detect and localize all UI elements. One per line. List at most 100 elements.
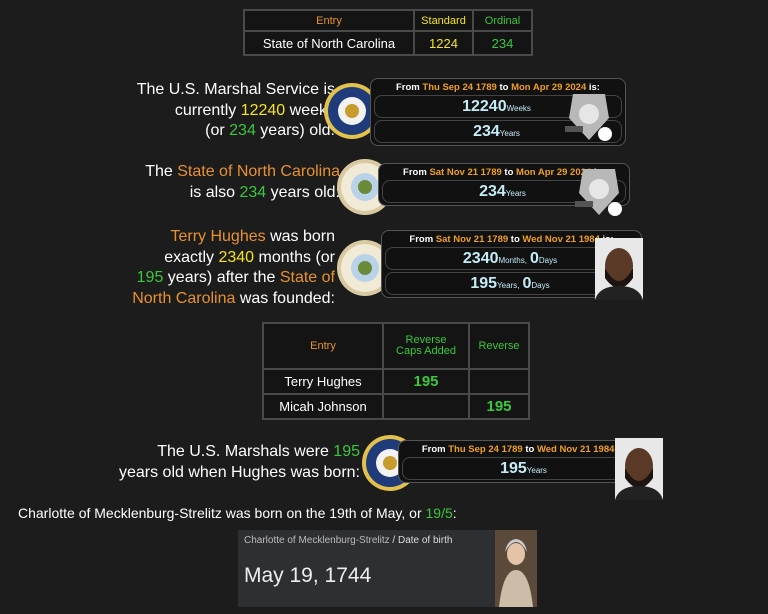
text-run: 0 [522, 275, 532, 292]
text-run: was born [265, 228, 335, 245]
header-row: Entry Reverse Caps Added Reverse [264, 324, 528, 368]
statement: The State of North Carolina is also 234 y… [145, 162, 340, 203]
text-run: was founded: [235, 289, 335, 307]
text-run: 195 [136, 269, 164, 286]
result-header: From Thu Sep 24 1789 to Mon Apr 29 2024 … [371, 79, 625, 95]
text-run: Years [526, 466, 547, 475]
statement-line: The U.S. Marshals were 195 [119, 442, 360, 463]
result-box: From Thu Sep 24 1789 to Mon Apr 29 2024 … [370, 78, 626, 146]
info-card: Charlotte of Mecklenburg-Strelitz / Date… [238, 530, 537, 607]
text-run: Months, [498, 256, 527, 265]
statement-line: The State of North Carolina [145, 162, 340, 183]
text-run: The [145, 163, 178, 180]
text-run: to [522, 444, 537, 455]
text-run: State of [279, 269, 335, 286]
statement-line: (or 234 years) old: [137, 121, 335, 142]
text-run: Mon Apr 29 2024 [516, 167, 592, 178]
text-run: 0 [529, 250, 539, 267]
seal [337, 240, 393, 296]
result-row: 195Years, 0Days [385, 272, 638, 295]
text-run: is: [586, 82, 600, 93]
result-row: 195Years [402, 457, 648, 480]
result-header: From Thu Sep 24 1789 to Wed Nov 21 1984 … [399, 441, 651, 457]
text-run: 19/5 [425, 505, 453, 521]
text-run: Years [505, 189, 526, 198]
card-property: Date of birth [397, 535, 453, 546]
text-run: 2340 [462, 250, 499, 267]
table-cell: 195 [470, 395, 528, 418]
statement: The U.S. Marshals were 195 years old when… [119, 442, 360, 483]
result-box: From Thu Sep 24 1789 to Wed Nov 21 1984 … [398, 440, 652, 483]
statement-line: North Carolina was founded: [132, 289, 335, 310]
badge-icon [565, 94, 612, 141]
portrait [495, 530, 537, 607]
statement-line: Terry Hughes was born [132, 227, 335, 248]
text-run: 234 [239, 183, 267, 201]
statement: Terry Hughes was born exactly 2340 months… [132, 227, 335, 309]
result-row: 12240Weeks [374, 95, 622, 118]
table-cell: Terry Hughes [264, 370, 382, 393]
statement-line: exactly 2340 months (or [132, 248, 335, 269]
text-run: From [409, 234, 436, 245]
header-cell: Reverse Caps Added [384, 324, 468, 368]
statement-line: The U.S. Marshal Service is [137, 80, 335, 101]
badge-icon [575, 169, 622, 216]
header-cell: Entry [245, 11, 413, 30]
text-run: 12240 [240, 101, 286, 119]
text-run: From [403, 167, 430, 178]
result-row: 234Years [382, 180, 626, 203]
table-row: Terry Hughes 195 [264, 370, 528, 393]
statement: The U.S. Marshal Service is currently 122… [137, 80, 335, 142]
text-run: currently [174, 101, 241, 119]
text-run: months (or [254, 248, 335, 266]
table-cell: 195 [384, 370, 468, 393]
header-cell: Reverse [470, 324, 528, 368]
text-run: From [396, 82, 423, 93]
text-run: : [452, 505, 457, 521]
text-run: 234 [479, 183, 506, 200]
text-run: is also [189, 183, 240, 201]
summary-table: Entry Standard Ordinal State of North Carol… [243, 9, 533, 56]
table-cell: Micah Johnson [264, 395, 382, 418]
header-cell: Ordinal [474, 11, 531, 30]
text-run: Sat Nov 21 1789 [429, 167, 502, 178]
photo [595, 238, 643, 300]
text-run: Years, [497, 281, 520, 290]
card-entity: Charlotte of Mecklenburg-Strelitz [244, 535, 390, 546]
table-cell: 234 [474, 32, 531, 54]
text-run: to [508, 234, 523, 245]
text-run: 234 [473, 123, 500, 140]
result-row: 234Years [374, 120, 622, 143]
text-run: Mon Apr 29 2024 [511, 82, 587, 93]
statement-line: 195 years) after the State of [132, 268, 335, 289]
statement-line: currently 12240 weeks [137, 101, 335, 122]
text-run: weeks [285, 101, 335, 119]
text-run: Days [538, 256, 558, 265]
text-run: 195 [333, 443, 360, 460]
table-cell: State of North Carolina [245, 32, 413, 54]
table-row: State of North Carolina 1224 234 [245, 32, 531, 54]
header-cell: Standard [415, 11, 472, 30]
text-run: The U.S. Marshal Service is [136, 81, 335, 98]
reverse-table: Entry Reverse Caps Added Reverse Terry Hugh… [262, 322, 530, 420]
text-run: Wed Nov 21 1984 [522, 234, 600, 245]
table-row: Micah Johnson 195 [264, 395, 528, 418]
text-run: Weeks [506, 104, 531, 113]
card-separator: / [392, 535, 396, 546]
text-run: 195 [470, 275, 498, 292]
statement-line: years old when Hughes was born: [119, 463, 360, 484]
text-run: Thu Sep 24 1789 [422, 82, 497, 93]
text-run: (or [205, 122, 230, 139]
table-cell: 1224 [415, 32, 472, 54]
header-cell: Entry [264, 324, 382, 368]
text-run: years) after the [163, 269, 280, 286]
text-run: North Carolina [132, 289, 236, 307]
text-run: 234 [229, 122, 256, 139]
header-row: Entry Standard Ordinal [245, 11, 531, 30]
text-run: Terry Hughes [170, 228, 266, 245]
text-run: Days [531, 281, 550, 290]
result-row: 2340Months, 0Days [385, 247, 638, 270]
photo [615, 438, 663, 500]
text-run: Wed Nov 21 1984 [536, 444, 615, 455]
